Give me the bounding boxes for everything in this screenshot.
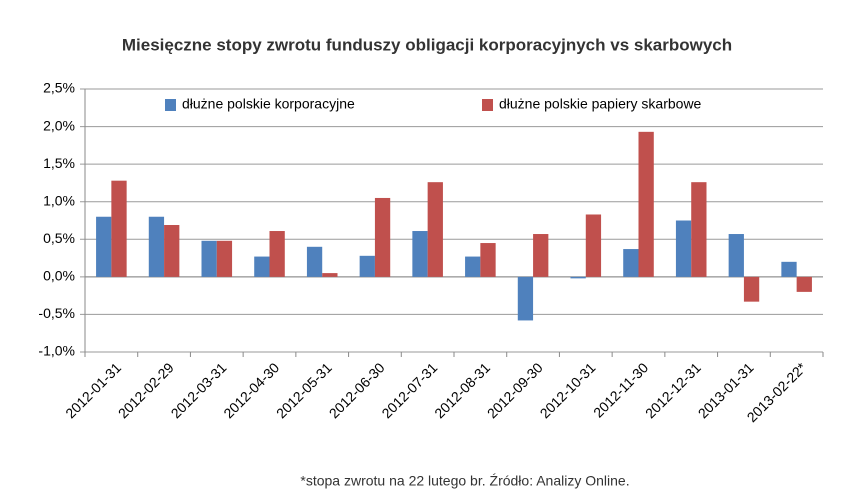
x-tick-label: 2012-05-31 [273,359,335,421]
bar [359,255,375,277]
bar [306,246,323,277]
x-tick-label: 2012-09-30 [484,359,546,421]
bar [796,276,812,292]
chart-title: Miesięczne stopy zwrotu funduszy obligac… [122,35,732,54]
y-tick-label: 0,5% [43,230,75,246]
bar [675,220,692,277]
bar [269,231,285,277]
legend-swatch [482,99,493,111]
bar [412,231,428,277]
bar [743,276,760,302]
y-tick-label: 2,0% [43,117,75,133]
bar [164,225,180,277]
bar [623,249,639,277]
bar [638,131,654,277]
y-tick-label: 1,5% [43,155,75,171]
x-tick-label: 2012-10-31 [537,359,599,421]
bar [201,240,217,277]
bar [216,240,233,277]
legend-label: dłużne polskie papiery skarbowe [499,96,702,112]
legend-label: dłużne polskie korporacyjne [182,96,355,112]
x-tick-label: 2012-04-30 [220,359,282,421]
bar [517,276,534,321]
x-tick-label: 2012-06-30 [326,359,388,421]
x-tick-label: 2012-08-31 [431,359,493,421]
x-tick-label: 2012-02-29 [115,359,177,421]
bar [374,197,391,277]
y-tick-label: -1,0% [38,343,75,359]
bar [728,234,744,277]
x-tick-label: 2012-03-31 [168,359,230,421]
x-tick-label: 2012-12-31 [642,359,704,421]
y-tick-label: 2,5% [43,80,75,96]
bar [781,261,797,277]
y-tick-label: -0,5% [38,305,75,321]
legend-swatch [165,99,176,111]
x-tick-label: 2012-07-31 [378,359,440,421]
bar [570,276,586,279]
bar [96,216,112,277]
bar [691,182,707,277]
bar [480,243,496,277]
bar [254,256,270,277]
x-tick-label: 2012-01-31 [62,359,124,421]
bar [465,256,481,277]
bar [533,234,549,277]
bar [427,182,443,277]
bar [585,214,602,277]
footnote: *stopa zwrotu na 22 lutego br. Źródło: A… [300,473,629,489]
bar [322,273,338,277]
bar [111,180,127,277]
bar [148,216,165,277]
y-tick-label: 0,0% [43,268,75,284]
y-tick-label: 1,0% [43,192,75,208]
